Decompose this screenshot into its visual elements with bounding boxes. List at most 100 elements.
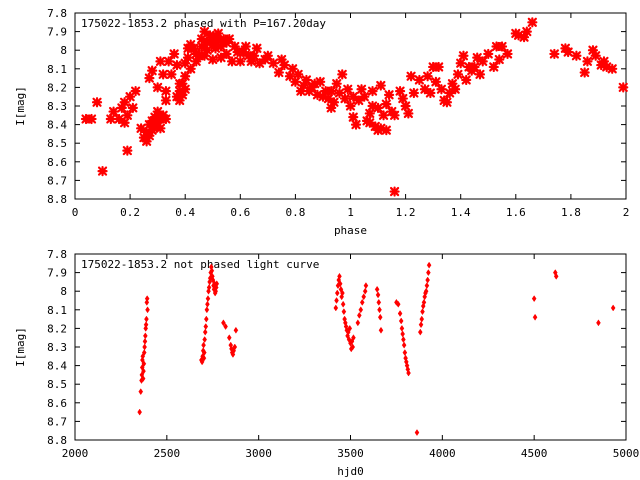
phased-plot-data-point xyxy=(458,50,469,61)
unphased-plot-points xyxy=(137,261,616,437)
phased-plot-data-point xyxy=(119,117,130,128)
phased-plot-data-point xyxy=(320,86,331,97)
phased-plot-data-point xyxy=(202,45,213,56)
unphased-plot-data-point xyxy=(333,304,339,312)
phased-plot-data-point xyxy=(193,50,205,61)
unphased-plot-xtick-label: 4000 xyxy=(429,447,456,460)
phased-plot-xtick-label: 1 xyxy=(347,206,354,219)
phased-plot-data-point xyxy=(571,50,582,61)
unphased-plot-data-point xyxy=(144,298,150,306)
unphased-plot-data-point xyxy=(397,310,403,317)
phased-plot-xtick-label: 2 xyxy=(623,206,630,219)
phased-plot-data-point xyxy=(199,26,210,37)
unphased-plot-xtick-label: 3500 xyxy=(337,447,364,460)
unphased-plot-ylabel: I[mag] xyxy=(14,327,27,367)
unphased-plot-data-point xyxy=(406,369,411,377)
phased-plot-data-point xyxy=(436,84,447,95)
phased-plot-data-point xyxy=(226,56,238,67)
phased-plot-data-point xyxy=(215,41,227,52)
phased-plot: 175022-1853.2 phased with P=167.20day ph… xyxy=(14,7,629,237)
phased-plot-data-point xyxy=(518,32,530,43)
phased-plot-data-point xyxy=(359,91,370,102)
phased-plot-data-point xyxy=(383,89,395,100)
phased-plot-data-point xyxy=(331,78,342,89)
phased-plot-data-point xyxy=(447,78,458,89)
phased-plot-data-point xyxy=(367,100,378,112)
unphased-plot-data-point xyxy=(378,326,384,334)
unphased-plot-data-point xyxy=(361,293,367,301)
phased-plot-xtick-label: 0.4 xyxy=(175,206,195,219)
phased-plot-data-point xyxy=(163,56,174,67)
phased-plot-data-point xyxy=(350,119,362,130)
phased-plot-data-point xyxy=(472,52,483,63)
phased-plot-data-point xyxy=(105,113,116,125)
phased-plot-data-point xyxy=(196,33,207,45)
phased-plot-data-point xyxy=(204,30,216,41)
phased-plot-data-point xyxy=(136,123,147,134)
phased-plot-data-point xyxy=(406,71,417,82)
unphased-plot-data-point xyxy=(399,324,405,332)
phased-plot-data-point xyxy=(97,166,108,177)
phased-plot-data-point xyxy=(309,78,320,89)
phased-plot-data-point xyxy=(441,97,453,108)
phased-plot-data-point xyxy=(196,41,207,52)
phased-plot-data-point xyxy=(430,76,442,87)
phased-plot-data-point xyxy=(342,84,353,95)
phased-plot-data-point xyxy=(598,56,610,67)
unphased-plot-data-point xyxy=(213,287,218,295)
unphased-plot-xtick-label: 4500 xyxy=(521,447,548,460)
unphased-plot-data-point xyxy=(362,287,368,295)
phased-plot-data-point xyxy=(337,69,348,80)
unphased-plot-data-point xyxy=(204,315,209,323)
unphased-plot-data-point xyxy=(355,319,361,327)
phased-plot-data-point xyxy=(144,73,155,84)
phased-plot-data-point xyxy=(364,117,375,128)
unphased-plot-data-point xyxy=(202,328,208,336)
phased-plot-data-point xyxy=(521,26,532,37)
unphased-plot-data-point xyxy=(141,349,147,357)
unphased-plot-data-point xyxy=(377,306,382,314)
phased-plot-xtick-label: 1.2 xyxy=(396,206,416,219)
phased-plot-data-point xyxy=(590,50,601,61)
unphased-plot-data-point xyxy=(426,269,431,277)
phased-plot-ytick-label: 8.8 xyxy=(47,193,67,206)
phased-plot-ytick-label: 8 xyxy=(60,44,67,57)
phased-plot-data-point xyxy=(166,69,177,80)
unphased-plot-data-point xyxy=(423,287,429,295)
unphased-plot-data-point xyxy=(400,330,405,338)
phased-plot-data-point xyxy=(182,52,194,63)
phased-plot-data-point xyxy=(229,41,240,52)
phased-plot-data-point xyxy=(287,63,298,74)
phased-plot-data-point xyxy=(177,78,188,89)
unphased-plot-data-point xyxy=(137,408,142,416)
phased-plot-data-point xyxy=(147,65,158,76)
phased-plot-data-point xyxy=(262,50,273,61)
unphased-plot-data-point xyxy=(221,319,226,327)
unphased-plot-data-point xyxy=(145,306,150,314)
phased-plot-data-point xyxy=(276,54,287,65)
phased-plot-xlabel: phase xyxy=(334,224,367,237)
unphased-plot-data-point xyxy=(143,324,149,332)
unphased-plot-data-point xyxy=(374,285,380,293)
phased-plot-ylabel: I[mag] xyxy=(14,86,27,126)
unphased-plot-data-point xyxy=(377,313,383,321)
unphased-plot-data-point xyxy=(334,289,340,297)
unphased-plot-data-point xyxy=(531,295,537,303)
phased-plot-data-point xyxy=(295,86,307,97)
phased-plot-data-point xyxy=(375,123,386,134)
unphased-plot-xtick-label: 5000 xyxy=(613,447,640,460)
phased-plot-data-point xyxy=(113,113,125,125)
phased-plot-data-point xyxy=(372,102,384,113)
phased-plot-data-point xyxy=(326,102,337,113)
phased-plot-data-point xyxy=(213,35,224,46)
unphased-plot-data-point xyxy=(398,317,404,325)
unphased-plot-data-point xyxy=(199,358,205,366)
phased-plot-data-point xyxy=(364,108,375,119)
phased-plot-data-point xyxy=(144,130,155,141)
unphased-plot-data-point xyxy=(359,298,365,306)
phased-plot-data-point xyxy=(513,30,524,41)
phased-plot-data-point xyxy=(210,43,221,54)
phased-plot-data-point xyxy=(237,46,249,58)
phased-plot-data-point xyxy=(240,41,251,52)
unphased-plot-ytick-label: 8.3 xyxy=(47,341,67,354)
